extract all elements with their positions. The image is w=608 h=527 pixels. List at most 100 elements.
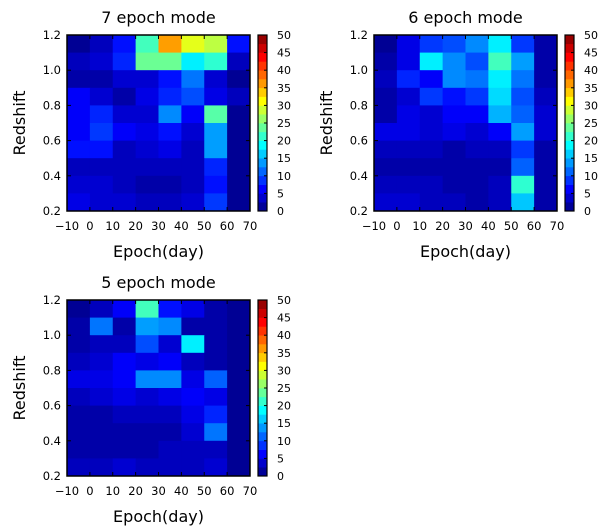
colorbar-band	[565, 70, 574, 80]
colorbar-tick-label: 0	[277, 470, 284, 483]
colorbar-band	[258, 61, 267, 71]
colorbar-band	[258, 423, 267, 433]
heatmap-cell	[67, 175, 91, 194]
heatmap-cell	[112, 352, 137, 371]
colorbar-tick-label: 30	[277, 364, 291, 377]
heatmap-cell	[227, 352, 251, 371]
colorbar-band	[565, 193, 574, 203]
heatmap-cell	[204, 458, 228, 477]
heatmap-cell	[89, 140, 114, 159]
heatmap-cell	[158, 52, 182, 71]
heatmap-cell	[135, 175, 159, 194]
colorbar-tick-label: 15	[277, 152, 291, 165]
heatmap-cell	[534, 35, 558, 53]
heatmap-cell	[465, 123, 489, 141]
colorbar-band	[258, 140, 267, 150]
x-tick-label: 40	[481, 219, 496, 233]
heatmap-cell	[89, 70, 114, 89]
heatmap-cell	[135, 193, 159, 212]
heatmap-cell	[204, 335, 228, 354]
heatmap-cell	[511, 175, 535, 194]
heatmap-cell	[67, 123, 91, 141]
colorbar-tick-label: 25	[277, 382, 291, 395]
heatmap-cell	[89, 193, 114, 212]
heatmap-cell	[89, 370, 114, 389]
x-tick-label: 0	[86, 219, 93, 233]
heatmap-cell	[112, 423, 137, 442]
colorbar-tick-label: 10	[277, 170, 291, 183]
colorbar-band	[565, 131, 574, 141]
colorbar-band	[565, 149, 574, 159]
heatmap-cell	[488, 158, 512, 177]
heatmap-cell	[374, 105, 398, 124]
heatmap-cell	[181, 52, 205, 71]
heatmap-cell	[181, 35, 205, 53]
colorbar-band	[258, 379, 267, 389]
heatmap-cell	[158, 335, 182, 354]
heatmap-cell	[511, 35, 535, 53]
heatmap-cell	[158, 70, 182, 89]
colorbar-band	[258, 414, 267, 424]
colorbar-tick-label: 45	[277, 312, 291, 325]
heatmap-cell	[112, 440, 137, 459]
chart-title: 7 epoch mode	[101, 8, 215, 27]
colorbar-tick-label: 0	[277, 205, 284, 218]
heatmap-cell	[181, 105, 205, 124]
chart-title: 5 epoch mode	[101, 273, 215, 292]
y-axis-label: Redshift	[317, 91, 336, 156]
y-tick-label: 0.8	[350, 98, 368, 112]
colorbar-tick-label: 40	[277, 64, 291, 77]
heatmap-cell	[227, 388, 251, 406]
heatmap-cell	[374, 175, 398, 194]
heatmap-cell	[135, 423, 159, 442]
heatmap-cell	[158, 317, 182, 336]
heatmap-cell	[396, 175, 421, 194]
heatmap-cell	[465, 35, 489, 53]
heatmap-cell	[181, 458, 205, 477]
heatmap-cell	[135, 87, 159, 106]
heatmap-cell	[67, 300, 91, 318]
y-tick-label: 0.6	[43, 399, 61, 413]
heatmap-cell	[442, 52, 466, 71]
heatmap-cell	[89, 158, 114, 177]
heatmap-cell	[396, 52, 421, 71]
heatmap-cell	[181, 405, 205, 424]
heatmap-cell	[204, 405, 228, 424]
heatmap-cell	[204, 317, 228, 336]
heatmap-cell	[67, 370, 91, 389]
x-tick-label: −10	[362, 219, 386, 233]
heatmap-cell	[158, 352, 182, 371]
heatmap-cell	[135, 158, 159, 177]
x-tick-label: 30	[151, 219, 166, 233]
colorbar-tick-label: 5	[277, 187, 284, 200]
heatmap-cell	[112, 140, 137, 159]
heatmap-cell	[112, 105, 137, 124]
y-axis-label: Redshift	[10, 356, 29, 421]
heatmap-cell	[112, 317, 137, 336]
heatmap-cell	[67, 193, 91, 212]
heatmap-cell	[158, 123, 182, 141]
heatmap-cell	[465, 158, 489, 177]
heatmap-cell	[227, 87, 251, 106]
heatmap-cell	[204, 87, 228, 106]
heatmap-cell	[89, 440, 114, 459]
colorbar-band	[565, 43, 574, 53]
heatmap-cell	[135, 140, 159, 159]
heatmap-cell	[419, 175, 444, 194]
heatmap-cell	[89, 52, 114, 71]
heatmap-cell	[67, 423, 91, 442]
heatmap-cell	[181, 70, 205, 89]
heatmap-cell	[534, 158, 558, 177]
heatmap-cell	[442, 123, 466, 141]
heatmap-cell	[442, 35, 466, 53]
heatmap-cell	[67, 158, 91, 177]
heatmap-cell	[181, 300, 205, 318]
colorbar-band	[258, 458, 267, 468]
y-tick-label: 1.2	[43, 28, 61, 42]
colorbar-tick-label: 30	[584, 99, 598, 112]
heatmap-cell	[488, 193, 512, 212]
colorbar-band	[258, 432, 267, 442]
heatmap-cell	[227, 370, 251, 389]
colorbar-band	[258, 344, 267, 354]
colorbar-band	[258, 167, 267, 177]
